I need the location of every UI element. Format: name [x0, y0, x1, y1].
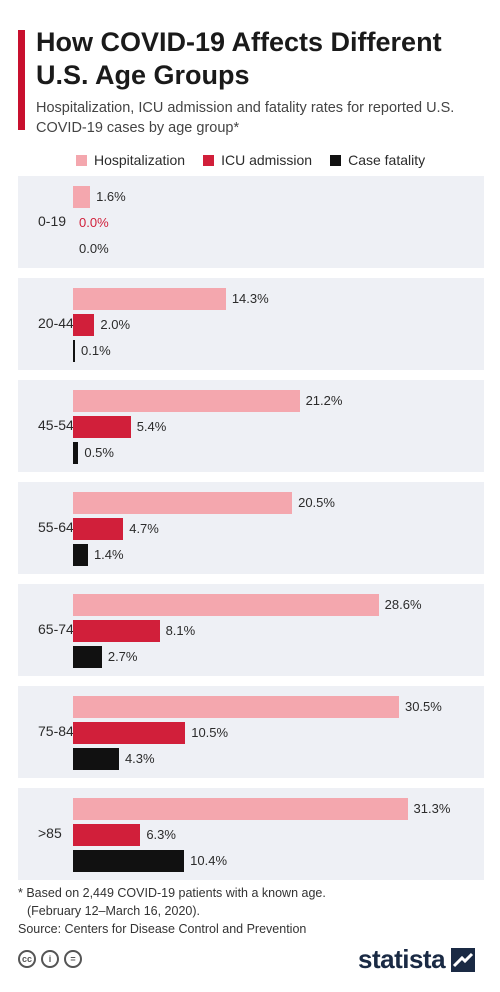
bar-chart: 0-19 1.6% 0.0% 0.0% 20-44 14.3% 2.0% 0.1% 45-54 2…	[18, 176, 484, 880]
age-group-panel: 0-19 1.6% 0.0% 0.0%	[18, 176, 484, 268]
bar	[73, 798, 408, 820]
age-group-label: >85	[38, 825, 62, 841]
bar	[73, 696, 399, 718]
legend-item-2: Case fatality	[330, 152, 425, 168]
bar	[73, 314, 95, 336]
bar	[73, 186, 91, 208]
bar-value-label: 28.6%	[384, 597, 422, 612]
age-group-label: 75-84	[38, 723, 74, 739]
bar-value-label: 5.4%	[136, 419, 167, 434]
bar	[73, 340, 75, 362]
footnote-line-2: (February 12–March 16, 2020).	[27, 904, 201, 918]
bar	[73, 850, 185, 872]
bar	[73, 748, 119, 770]
bar	[73, 544, 88, 566]
bar-value-label: 4.3%	[124, 751, 155, 766]
chart-legend: Hospitalization ICU admission Case fatalit…	[76, 152, 425, 168]
bar	[73, 594, 379, 616]
bar-value-label: 0.0%	[79, 215, 109, 230]
bar-value-label: 4.7%	[129, 521, 159, 536]
bar	[73, 390, 300, 412]
person-icon[interactable]: i	[41, 950, 59, 968]
age-group-panel: 45-54 21.2% 5.4% 0.5%	[18, 380, 484, 472]
bar-value-label: 0.1%	[81, 343, 111, 358]
age-group-panel: >85 31.3% 6.3% 10.4%	[18, 788, 484, 880]
bar	[73, 416, 131, 438]
bar-value-label: 10.5%	[191, 725, 229, 740]
bar	[73, 288, 226, 310]
bar-value-label: 1.6%	[96, 189, 126, 204]
bar	[73, 722, 186, 744]
source-line: Source: Centers for Disease Control and …	[18, 922, 307, 936]
bar-value-label: 0.5%	[84, 445, 114, 460]
bar-value-label: 30.5%	[404, 699, 442, 714]
age-group-panel: 20-44 14.3% 2.0% 0.1%	[18, 278, 484, 370]
bar-value-label: 0.0%	[79, 241, 109, 256]
equals-icon[interactable]: =	[64, 950, 82, 968]
bar	[73, 518, 124, 540]
chart-title: How COVID-19 Affects Different U.S. Age …	[36, 27, 442, 90]
bar	[73, 442, 79, 464]
bar-value-label: 14.3%	[231, 291, 269, 306]
license-icons: cc i =	[18, 950, 82, 968]
legend-label: Case fatality	[348, 152, 426, 168]
age-group-panel: 65-74 28.6% 8.1% 2.7%	[18, 584, 484, 676]
age-group-label: 45-54	[38, 417, 74, 433]
bar-value-label: 8.1%	[165, 623, 196, 638]
footnote: * Based on 2,449 COVID-19 patients with …	[18, 884, 478, 938]
chart-subtitle: Hospitalization, ICU admission and fatal…	[36, 100, 455, 136]
age-group-label: 20-44	[38, 315, 74, 331]
bar-value-label: 10.4%	[190, 853, 228, 868]
statista-logo[interactable]: statista	[358, 944, 476, 975]
statista-logo-icon	[451, 947, 476, 972]
brand-name: statista	[358, 944, 446, 974]
legend-label: Hospitalization	[94, 152, 186, 168]
legend-label: ICU admission	[221, 152, 313, 168]
legend-swatch	[76, 154, 87, 166]
legend-swatch	[330, 154, 342, 166]
bar	[73, 492, 293, 514]
bar-value-label: 20.5%	[298, 495, 335, 510]
age-group-panel: 55-64 20.5% 4.7% 1.4%	[18, 482, 484, 574]
bar-value-label: 1.4%	[93, 547, 124, 562]
bar	[73, 646, 102, 668]
bar-value-label: 31.3%	[413, 801, 451, 816]
bar	[73, 620, 160, 642]
age-group-label: 0-19	[38, 213, 67, 229]
legend-swatch	[203, 154, 215, 166]
bar-value-label: 2.7%	[107, 649, 138, 664]
bar-value-label: 6.3%	[146, 827, 176, 842]
age-group-label: 55-64	[38, 519, 74, 535]
age-group-panel: 75-84 30.5% 10.5% 4.3%	[18, 686, 484, 778]
legend-item-0: Hospitalization	[76, 152, 185, 168]
age-group-label: 65-74	[38, 621, 74, 637]
bar	[73, 824, 141, 846]
bar-value-label: 21.2%	[305, 393, 343, 408]
title-accent-bar	[18, 30, 25, 130]
bar-value-label: 2.0%	[100, 317, 131, 332]
footnote-line-1: * Based on 2,449 COVID-19 patients with …	[18, 886, 326, 900]
legend-item-1: ICU admission	[203, 152, 312, 168]
cc-icon[interactable]: cc	[18, 950, 36, 968]
